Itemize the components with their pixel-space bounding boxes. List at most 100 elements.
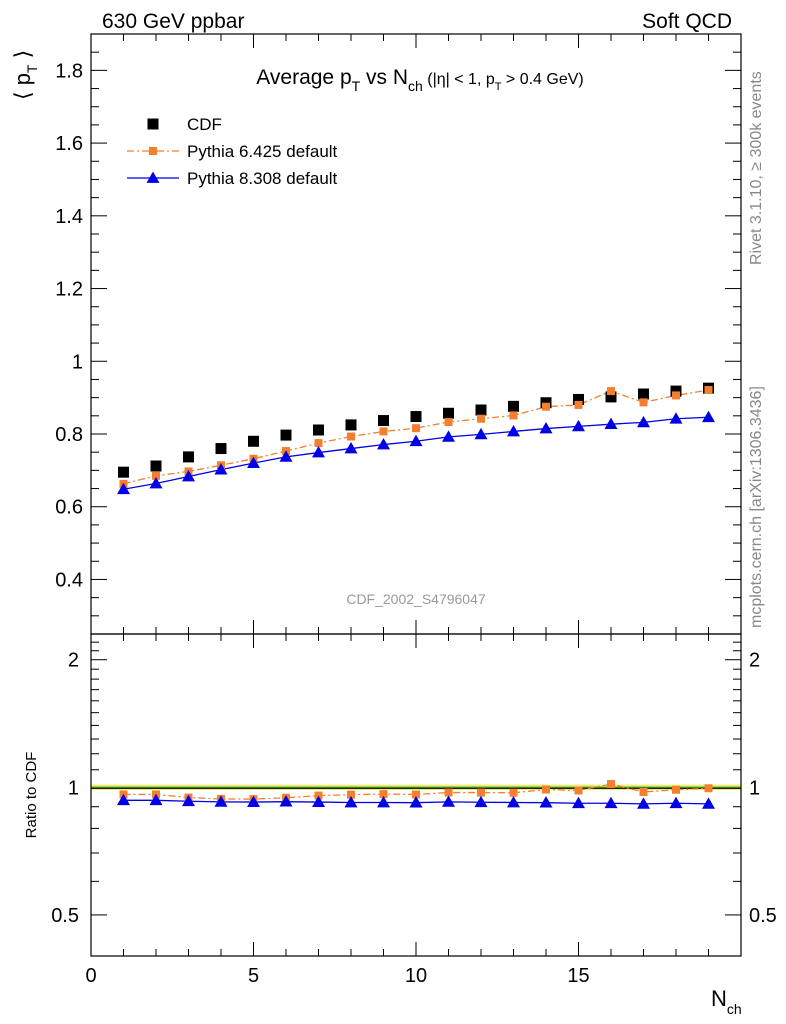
legend-label: Pythia 8.308 default: [187, 169, 338, 188]
point-pythia-8-308-default: [474, 427, 488, 440]
ratio-point-pythia-6-425-default: [639, 787, 648, 796]
ratio-point-pythia-8-308-default: [214, 795, 228, 807]
ratio-point-pythia-6-425-default: [347, 790, 355, 799]
ratio-point-pythia-8-308-default: [377, 795, 390, 808]
point-cdf: [670, 385, 682, 397]
point-pythia-8-308-default: [279, 450, 293, 462]
ratio-point-pythia-8-308-default: [279, 795, 293, 807]
point-pythia-6-425-default: [347, 432, 355, 441]
ratio-point-pythia-8-308-default: [117, 793, 130, 806]
y-tick-label: 2: [749, 650, 760, 672]
ratio-point-pythia-6-425-default: [607, 780, 615, 789]
ratio-point-pythia-6-425-default: [509, 788, 518, 797]
x-axis-label: Nch: [711, 986, 742, 1017]
point-cdf: [443, 407, 454, 419]
point-pythia-8-308-default: [669, 412, 683, 424]
ratio-axis-ticks: 0 5 10 15 0.5 0.5 1 1 2 2: [51, 634, 777, 987]
point-cdf: [475, 404, 487, 416]
ratio-y-axis-label: Ratio to CDF: [23, 752, 40, 839]
header-right: Soft QCD: [642, 10, 732, 33]
point-cdf: [410, 411, 422, 423]
ratio-point-pythia-8-308-default: [442, 795, 455, 807]
y-tick-label: 0.8: [55, 424, 83, 446]
main-series-layer: [117, 382, 715, 495]
x-tick-label: 0: [85, 965, 96, 987]
y-tick-label: 0.5: [749, 905, 777, 927]
legend-marker: [146, 171, 160, 183]
point-pythia-6-425-default: [314, 439, 323, 448]
ratio-point-pythia-8-308-default: [507, 795, 520, 808]
point-pythia-6-425-default: [152, 471, 160, 480]
y-tick-label: 1: [72, 351, 83, 373]
point-pythia-8-308-default: [442, 430, 455, 442]
ratio-point-pythia-6-425-default: [379, 790, 388, 799]
point-pythia-8-308-default: [377, 438, 390, 450]
x-tick-label: 15: [567, 965, 589, 987]
x-tick-label: 5: [248, 965, 259, 987]
point-cdf: [215, 443, 227, 455]
point-pythia-8-308-default: [247, 456, 260, 468]
point-cdf: [345, 419, 357, 431]
ratio-point-pythia-6-425-default: [412, 790, 420, 799]
legend-label: Pythia 6.425 default: [187, 142, 338, 161]
point-pythia-8-308-default: [539, 422, 553, 434]
rivet-label: Rivet 3.1.10, ≥ 300k events: [748, 71, 765, 265]
legend: CDF Pythia 6.425 default Pythia 8.308 defa…: [127, 115, 338, 188]
point-pythia-8-308-default: [312, 446, 325, 458]
ratio-point-pythia-8-308-default: [669, 796, 683, 809]
ratio-point-pythia-8-308-default: [572, 796, 585, 809]
ratio-reference: [91, 784, 741, 791]
ratio-plot-frame: [90, 633, 742, 957]
point-pythia-6-425-default: [574, 400, 583, 409]
legend-marker: [149, 147, 157, 155]
ratio-point-pythia-8-308-default: [247, 795, 260, 807]
y-tick-label: 0.6: [55, 497, 83, 519]
point-pythia-8-308-default: [344, 442, 358, 454]
point-cdf: [573, 393, 584, 405]
x-tick-label: 10: [405, 965, 427, 987]
y-tick-label: 1: [68, 777, 79, 799]
main-y-axis-label: ⟨ pT ⟩: [10, 50, 40, 100]
point-cdf: [638, 388, 649, 400]
point-pythia-6-425-default: [607, 387, 615, 396]
point-pythia-8-308-default: [149, 476, 163, 489]
ratio-point-pythia-6-425-default: [574, 786, 583, 795]
ratio-point-pythia-8-308-default: [539, 796, 553, 808]
y-tick-label: 1.2: [55, 279, 83, 301]
ratio-point-pythia-8-308-default: [409, 796, 423, 808]
ratio-point-pythia-8-308-default: [702, 797, 715, 809]
point-pythia-8-308-default: [604, 417, 618, 430]
point-pythia-8-308-default: [214, 463, 228, 475]
ratio-point-pythia-6-425-default: [542, 785, 550, 794]
point-pythia-6-425-default: [444, 418, 453, 426]
point-cdf: [605, 391, 617, 403]
point-pythia-8-308-default: [182, 470, 195, 482]
ratio-point-pythia-8-308-default: [637, 797, 650, 809]
y-tick-label: 0.4: [55, 569, 83, 591]
main-axis-ticks: 0.4 0.6 0.8 1 1.2 1.4 1.6 1.8: [55, 33, 742, 634]
y-tick-label: 1: [749, 777, 760, 799]
point-cdf: [280, 429, 292, 441]
y-tick-label: 1.8: [55, 60, 83, 82]
y-tick-label: 1.6: [55, 133, 83, 155]
point-pythia-6-425-default: [412, 424, 420, 433]
point-pythia-6-425-default: [639, 398, 648, 407]
main-plot-title: Average pT vs Nch (|η| < 1, pT > 0.4 GeV…: [256, 66, 583, 94]
point-pythia-6-425-default: [379, 427, 388, 436]
ratio-point-pythia-6-425-default: [672, 785, 680, 794]
ratio-point-pythia-6-425-default: [444, 788, 453, 797]
y-tick-label: 2: [68, 650, 79, 672]
ratio-point-pythia-6-425-default: [704, 784, 713, 793]
y-tick-label: 1.4: [55, 206, 83, 228]
ratio-point-pythia-8-308-default: [604, 796, 618, 809]
ratio-point-pythia-8-308-default: [182, 794, 195, 807]
ratio-point-pythia-8-308-default: [149, 793, 163, 806]
y-tick-label: 0.5: [51, 905, 79, 927]
point-pythia-6-425-default: [509, 411, 518, 420]
point-cdf: [118, 466, 129, 478]
mcplots-label: mcplots.cern.ch [arXiv:1306.3436]: [748, 386, 765, 628]
point-cdf: [183, 451, 194, 463]
ratio-point-pythia-8-308-default: [312, 795, 325, 807]
ratio-point-pythia-8-308-default: [344, 795, 358, 808]
point-cdf: [150, 460, 162, 472]
